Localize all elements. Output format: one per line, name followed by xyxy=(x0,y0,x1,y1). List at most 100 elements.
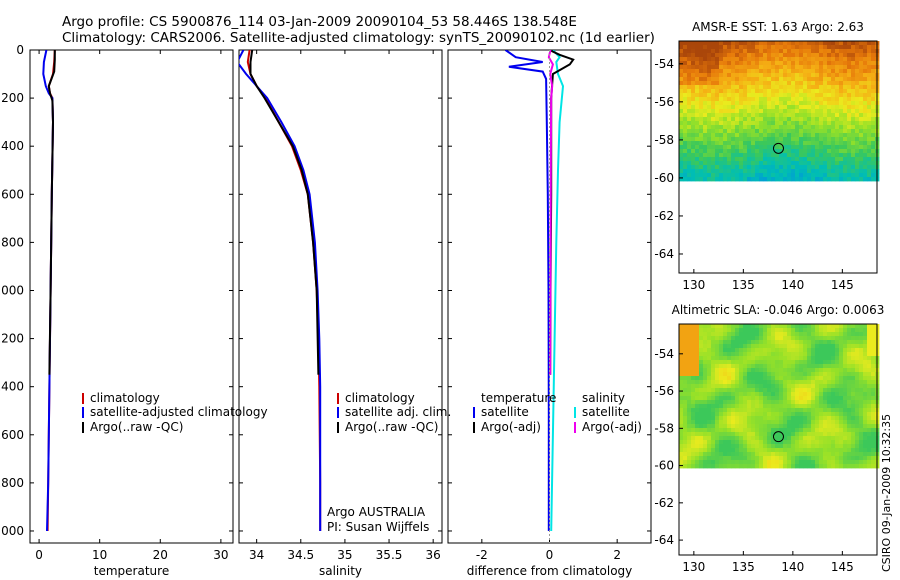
sla_map-cell xyxy=(747,424,752,429)
sla_map-cell xyxy=(835,348,840,353)
sst_map-cell xyxy=(843,117,848,122)
sla_map-cell xyxy=(707,456,712,461)
sla_map-cell xyxy=(683,384,688,389)
sla_map-cell xyxy=(687,360,692,365)
sst_map-cell xyxy=(707,113,712,118)
sst_map-cell xyxy=(811,133,816,138)
sst_map-cell xyxy=(855,169,860,174)
sst_map-cell xyxy=(683,53,688,58)
sla_map-cell xyxy=(679,404,684,409)
sla_map-cell xyxy=(823,448,828,453)
sla_map-cell xyxy=(851,404,856,409)
sla_map-cell xyxy=(679,348,684,353)
sla_map-cell xyxy=(695,456,700,461)
sst_map-cell xyxy=(731,65,736,70)
sla_map-cell xyxy=(735,384,740,389)
sst_map-cell xyxy=(815,49,820,54)
sst_map-cell xyxy=(795,97,800,102)
sla_map-cell xyxy=(775,412,780,417)
sla_map-cell xyxy=(867,424,872,429)
sla_map-cell xyxy=(687,424,692,429)
sla_map-cell xyxy=(859,364,864,369)
sst_map-cell xyxy=(859,157,864,162)
sla_map-cell xyxy=(819,416,824,421)
sst_map-cell xyxy=(847,57,852,62)
sla_map-cell xyxy=(799,424,804,429)
sst_map-cell xyxy=(843,49,848,54)
sla_map-cell xyxy=(835,452,840,457)
sla_map-cell xyxy=(747,340,752,345)
sla_map-cell xyxy=(827,356,832,361)
sla_map-cell xyxy=(847,388,852,393)
sla_map-cell xyxy=(839,452,844,457)
sst_map-cell xyxy=(727,93,732,98)
sla_map-cell xyxy=(719,340,724,345)
sla_map-cell xyxy=(811,336,816,341)
sst_map-cell xyxy=(835,125,840,130)
sla_map-cell xyxy=(767,344,772,349)
sla_map-cell xyxy=(759,340,764,345)
sst_map-cell xyxy=(683,161,688,166)
sst_map-cell xyxy=(723,97,728,102)
sla_map-cell xyxy=(687,432,692,437)
sla_map-cell xyxy=(691,360,696,365)
sla_map-cell xyxy=(791,388,796,393)
sla_map-cell xyxy=(759,348,764,353)
sla_map-cell xyxy=(683,348,688,353)
sst_map-cell xyxy=(723,173,728,178)
sst_map-cell xyxy=(811,57,816,62)
sla_map-cell xyxy=(859,412,864,417)
sla_map-cell xyxy=(691,440,696,445)
sst_map-cell xyxy=(771,97,776,102)
sst_map-cell xyxy=(683,57,688,62)
sst_map-cell xyxy=(739,145,744,150)
sla_map-cell xyxy=(719,332,724,337)
sst_map-cell xyxy=(839,157,844,162)
sla_map-cell xyxy=(707,420,712,425)
sla_map-cell xyxy=(823,456,828,461)
sst_map-cell xyxy=(847,125,852,130)
sla_map-cell xyxy=(747,368,752,373)
sla_map-cell xyxy=(739,332,744,337)
sla_map-cell xyxy=(863,392,868,397)
sst_map-cell xyxy=(847,121,852,126)
sla_map-cell xyxy=(719,324,724,329)
sst_map-cell xyxy=(739,81,744,86)
sst_map-cell xyxy=(687,141,692,146)
sst_map-cell xyxy=(799,173,804,178)
sst_map-cell xyxy=(799,93,804,98)
sla_map-cell xyxy=(783,404,788,409)
sla_map-cell xyxy=(843,360,848,365)
sla_map-cell xyxy=(731,376,736,381)
sla_map-cell xyxy=(755,400,760,405)
sst_map-cell xyxy=(759,161,764,166)
sla_map-cell xyxy=(679,368,684,373)
sst_map-cell xyxy=(859,53,864,58)
sla_map-cell xyxy=(771,392,776,397)
sst_map-cell xyxy=(735,81,740,86)
sla_map-cell xyxy=(819,436,824,441)
sla_map-cell xyxy=(803,336,808,341)
sla_map-cell xyxy=(723,456,728,461)
sst_map-cell xyxy=(719,81,724,86)
sla_map-cell xyxy=(847,444,852,449)
sst_map-cell xyxy=(847,137,852,142)
sla_map-cell xyxy=(735,328,740,333)
sla_map-cell xyxy=(787,364,792,369)
sst_map-cell xyxy=(751,45,756,50)
sst_map-cell xyxy=(863,57,868,62)
sst_map-cell xyxy=(819,65,824,70)
sst_map-cell xyxy=(823,165,828,170)
sal-legend-satellite-label: satellite adj. clim. xyxy=(345,405,451,419)
sst_map-cell xyxy=(719,45,724,50)
sst_map-cell xyxy=(851,65,856,70)
sla_map-cell xyxy=(679,428,684,433)
sst_map-cell xyxy=(831,49,836,54)
sst_map-cell xyxy=(727,65,732,70)
sla_map-cell xyxy=(751,444,756,449)
sst_map-cell xyxy=(695,173,700,178)
sst_map-cell xyxy=(699,137,704,142)
sst_map-cell xyxy=(815,81,820,86)
sla_map-cell xyxy=(699,388,704,393)
sla_map-cell xyxy=(787,456,792,461)
